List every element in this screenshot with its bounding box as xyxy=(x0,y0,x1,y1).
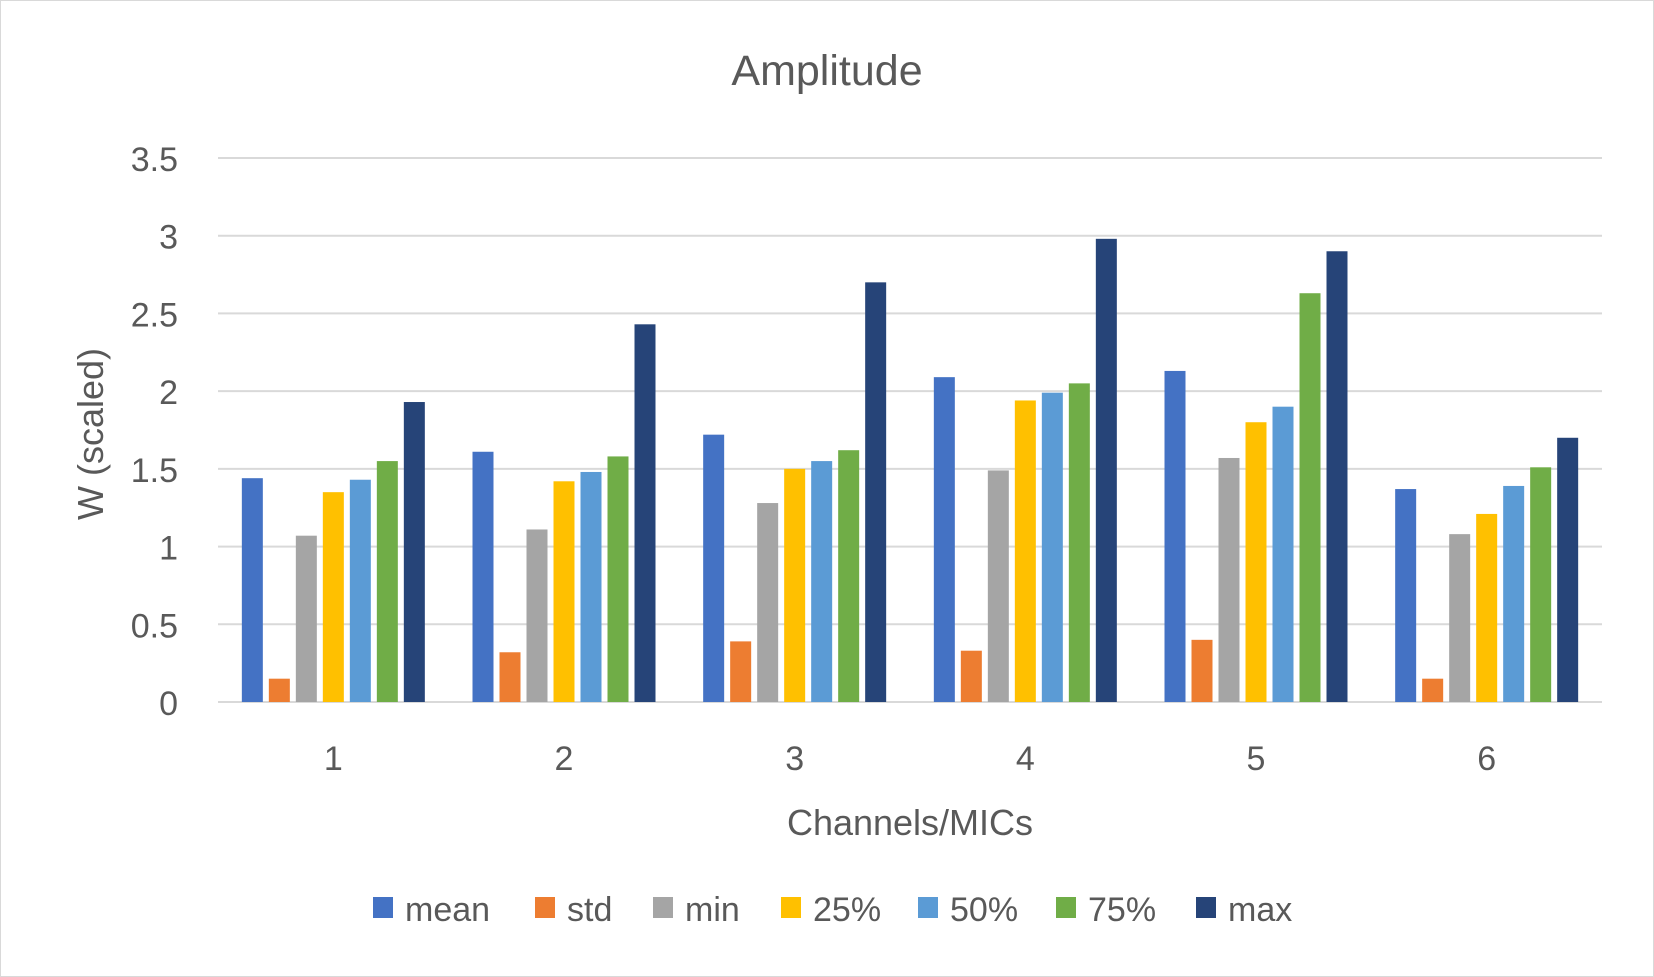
x-tick-label: 2 xyxy=(555,740,574,778)
legend-label-max: max xyxy=(1228,891,1292,929)
bar-min-1 xyxy=(295,535,317,702)
bar-max-5 xyxy=(1326,251,1348,702)
bar-25%-6 xyxy=(1476,513,1498,702)
bar-50%-2 xyxy=(580,471,602,702)
bar-mean-6 xyxy=(1395,489,1417,702)
legend-swatch-min xyxy=(653,897,673,918)
legend-label-75%: 75% xyxy=(1088,891,1156,929)
y-tick-label: 1.5 xyxy=(131,452,178,490)
legend-swatch-mean xyxy=(373,897,393,918)
bar-max-4 xyxy=(1095,238,1117,702)
bar-std-5 xyxy=(1191,639,1213,702)
y-tick-labels: 0 0.5 1 1.5 2 2.5 3 3.5 xyxy=(131,141,178,723)
bar-max-3 xyxy=(865,282,887,702)
bar-50%-3 xyxy=(811,461,833,702)
bar-std-3 xyxy=(730,641,752,702)
bar-50%-6 xyxy=(1503,485,1525,702)
bar-min-4 xyxy=(987,470,1009,702)
bar-25%-1 xyxy=(322,492,344,702)
y-tick-label: 1 xyxy=(159,530,178,568)
legend-label-mean: mean xyxy=(405,891,490,929)
bar-std-1 xyxy=(268,678,290,702)
bar-min-3 xyxy=(757,503,779,702)
bar-50%-4 xyxy=(1041,392,1063,702)
bar-max-2 xyxy=(634,324,656,702)
bar-mean-3 xyxy=(703,434,725,702)
legend-label-25%: 25% xyxy=(813,891,881,929)
bar-50%-5 xyxy=(1272,406,1294,702)
legend-label-50%: 50% xyxy=(950,891,1018,929)
x-axis-label: Channels/MICs xyxy=(787,802,1033,843)
x-tick-label: 5 xyxy=(1247,740,1266,778)
bar-75%-3 xyxy=(838,450,860,702)
y-axis-label: W (scaled) xyxy=(70,348,111,520)
y-tick-label: 2 xyxy=(159,374,178,412)
bar-25%-4 xyxy=(1014,400,1036,702)
bar-75%-2 xyxy=(607,456,629,702)
y-tick-label: 0 xyxy=(159,685,178,723)
bar-25%-3 xyxy=(784,468,806,702)
x-tick-label: 6 xyxy=(1477,740,1496,778)
bar-min-5 xyxy=(1218,457,1240,702)
legend-swatch-std xyxy=(535,897,555,918)
bar-mean-2 xyxy=(472,451,494,702)
x-tick-label: 1 xyxy=(324,740,343,778)
bars xyxy=(241,238,1579,702)
bar-min-2 xyxy=(526,529,548,702)
x-tick-label: 3 xyxy=(785,740,804,778)
legend: mean std min 25% 50% 75% max xyxy=(373,891,1292,929)
x-tick-label: 4 xyxy=(1016,740,1035,778)
bar-25%-2 xyxy=(553,481,575,702)
legend-swatch-75% xyxy=(1056,897,1076,918)
bar-mean-1 xyxy=(241,478,263,702)
bar-75%-5 xyxy=(1299,293,1321,702)
bar-75%-1 xyxy=(376,461,398,702)
chart-title: Amplitude xyxy=(731,47,922,95)
bar-mean-5 xyxy=(1164,370,1186,702)
legend-swatch-50% xyxy=(918,897,938,918)
bar-min-6 xyxy=(1449,534,1471,702)
legend-label-std: std xyxy=(567,891,612,929)
x-tick-labels: 1 2 3 4 5 6 xyxy=(324,740,1496,778)
bar-std-4 xyxy=(960,650,982,702)
bar-max-6 xyxy=(1557,437,1579,702)
bar-mean-4 xyxy=(933,377,955,702)
gridlines xyxy=(218,157,1602,703)
legend-label-min: min xyxy=(685,891,740,929)
bar-50%-1 xyxy=(349,479,371,702)
legend-swatch-25% xyxy=(781,897,801,918)
bar-75%-6 xyxy=(1530,467,1552,702)
legend-swatch-max xyxy=(1196,897,1216,918)
y-tick-label: 3.5 xyxy=(131,141,178,179)
bar-25%-5 xyxy=(1245,422,1267,702)
bar-std-6 xyxy=(1422,678,1444,702)
y-tick-label: 3 xyxy=(159,219,178,257)
bar-max-1 xyxy=(403,402,425,702)
y-tick-label: 0.5 xyxy=(131,607,178,645)
bar-std-2 xyxy=(499,652,521,702)
y-tick-label: 2.5 xyxy=(131,296,178,334)
bar-75%-4 xyxy=(1068,383,1090,702)
